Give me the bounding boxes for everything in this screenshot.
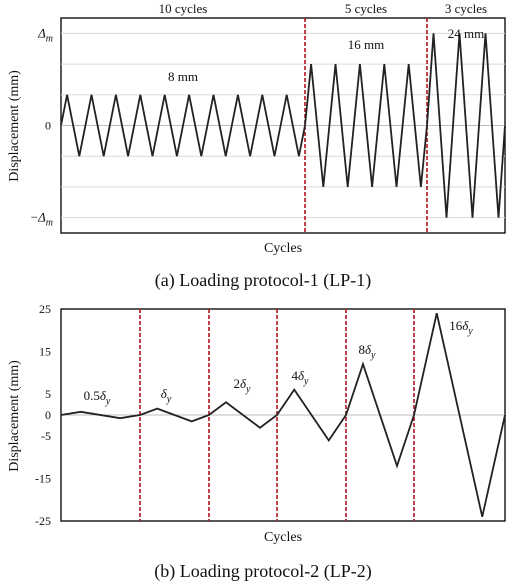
chart-b-ytick-label: -25	[35, 514, 51, 528]
chart-b-ylabel: Displacement (mm)	[7, 360, 22, 472]
chart-b-ytick-label: 25	[39, 302, 51, 316]
chart-a-ytick-label: 0	[45, 119, 51, 133]
chart-b-amplitude-label: 2δy	[234, 376, 252, 395]
chart-a-ylabel: Displacement (mm)	[7, 70, 22, 182]
chart-a-caption: (a) Loading protocol-1 (LP-1)	[155, 270, 371, 291]
chart-a-amplitude-label: 16 mm	[348, 37, 384, 52]
chart-b-amplitude-label: δy	[161, 386, 172, 405]
chart-a-ytick-label: −Δm	[31, 210, 53, 229]
chart-b-series-line	[60, 313, 506, 517]
chart-a-cycle-count-label: 10 cycles	[159, 1, 208, 16]
chart-b-ytick-label: 15	[39, 344, 51, 358]
chart-a-cycle-count-label: 5 cycles	[345, 1, 387, 16]
chart-b: 25 15 5 0 -5 -15 -25 0.5δy δy 2δy 4δy 8δy 16δy Cycl…	[7, 302, 506, 582]
chart-b-xlabel: Cycles	[264, 530, 302, 545]
chart-b-amplitude-label: 8δy	[359, 342, 377, 361]
chart-b-ytick-label: 5	[45, 387, 51, 401]
chart-a-amplitude-label: 8 mm	[168, 69, 198, 84]
chart-a-xlabel: Cycles	[264, 241, 302, 256]
chart-b-ytick-label: 0	[45, 408, 51, 422]
chart-a: Δm 0 −Δm 10 cycles 8 mm 5 cycles 16 mm 3 cycle…	[7, 1, 506, 291]
chart-b-ytick-label: -15	[35, 472, 51, 486]
chart-a-cycle-count-label: 3 cycles	[445, 1, 487, 16]
chart-a-ytick-label: Δm	[37, 25, 53, 44]
chart-b-amplitude-label: 0.5δy	[84, 388, 111, 407]
chart-a-series-line	[60, 33, 506, 218]
chart-b-caption: (b) Loading protocol-2 (LP-2)	[154, 561, 371, 582]
chart-b-ytick-label: -5	[41, 429, 51, 443]
chart-b-amplitude-label: 16δy	[449, 318, 473, 337]
chart-a-amplitude-label: 24 mm	[448, 26, 484, 41]
chart-b-amplitude-label: 4δy	[292, 368, 310, 387]
